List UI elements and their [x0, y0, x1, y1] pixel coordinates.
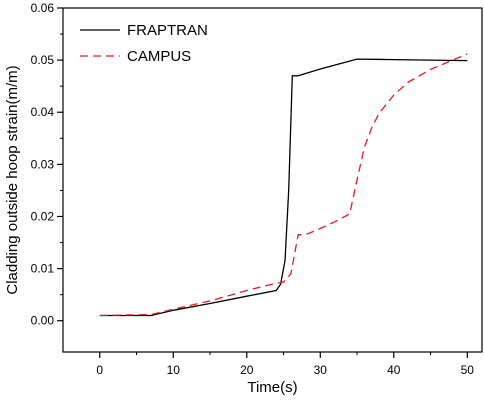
x-tick-label: 20	[240, 363, 254, 377]
x-tick-label: 30	[314, 363, 328, 377]
legend: FRAPTRAN CAMPUS	[80, 22, 208, 65]
series-layer	[99, 53, 468, 317]
y-tick-label: 0.04	[31, 105, 55, 119]
y-tick-label: 0.00	[31, 314, 55, 328]
plot-frame	[62, 7, 483, 353]
y-tick-label: 0.01	[31, 262, 55, 276]
x-tick-label: 10	[167, 363, 181, 377]
ticks-layer	[57, 7, 468, 358]
y-tick-label: 0.03	[31, 157, 55, 171]
y-tick-label: 0.05	[31, 53, 55, 67]
x-axis-label: Time(s)	[247, 379, 297, 396]
series-line-fraptran	[99, 58, 468, 317]
legend-label: CAMPUS	[127, 48, 191, 65]
legend-label: FRAPTRAN	[127, 22, 208, 39]
y-tick-label: 0.02	[31, 209, 55, 223]
y-axis-label: Cladding outside hoop strain(m/m)	[4, 65, 21, 294]
y-tick-label: 0.06	[31, 1, 55, 15]
series-line-campus	[99, 53, 468, 317]
x-tick-label: 40	[387, 363, 401, 377]
x-tick-label: 0	[96, 363, 103, 377]
x-tick-label: 50	[461, 363, 475, 377]
labels-layer: 0 10 20 30 40 50 0.00 0.01 0.02 0.03 0.04 0.05 0.06	[31, 1, 475, 377]
